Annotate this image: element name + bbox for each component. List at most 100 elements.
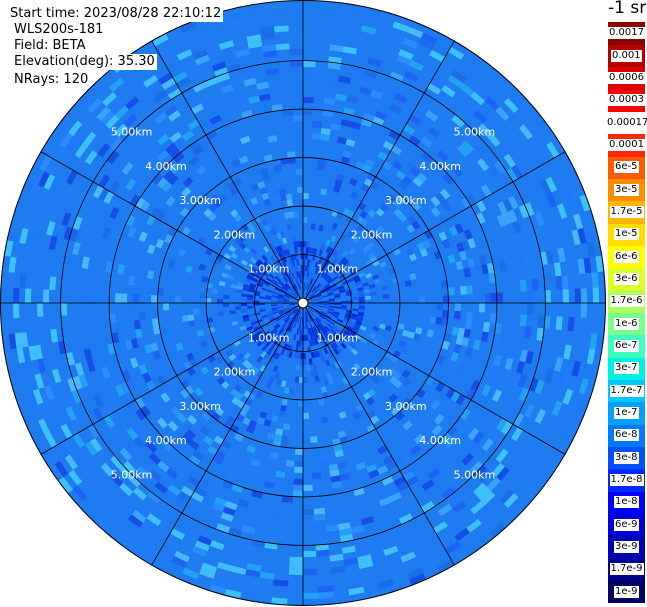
range-gate-cell [126, 303, 134, 313]
range-gate-cell [282, 343, 288, 350]
range-gate-cell [325, 253, 331, 260]
range-gate-cell [433, 413, 445, 425]
range-gate-cell [67, 377, 78, 392]
range-gate-cell [324, 274, 330, 281]
range-gate-cell [372, 116, 385, 126]
range-gate-cell [13, 303, 20, 319]
range-gate-cell [263, 338, 270, 345]
range-gate-cell [526, 303, 534, 315]
range-gate-cell [545, 250, 554, 265]
range-gate-cell [334, 332, 341, 339]
range-gate-cell [358, 308, 365, 313]
range-gate-cell [360, 337, 368, 344]
range-gate-cell [287, 151, 296, 158]
range-gate-cell [278, 281, 284, 287]
range-gate-cell [121, 500, 136, 515]
range-gate-cell [84, 441, 98, 456]
range-gate-cell [324, 284, 330, 289]
range-gate-cell [256, 259, 264, 266]
range-gate-cell [223, 420, 233, 430]
range-gate-cell [167, 259, 176, 269]
range-gate-cell [307, 271, 310, 278]
range-gate-cell [218, 40, 235, 50]
range-gate-cell [372, 376, 381, 385]
range-gate-cell [101, 227, 111, 240]
range-gate-cell [310, 247, 315, 255]
range-gate-cell [457, 327, 465, 338]
range-gate-cell [481, 263, 489, 275]
range-gate-cell [313, 311, 320, 316]
range-gate-cell [230, 187, 239, 196]
range-gate-cell [298, 277, 301, 284]
range-gate-cell [275, 267, 281, 274]
range-gate-cell [256, 370, 263, 378]
range-gate-cell [467, 237, 477, 249]
range-gate-cell [427, 83, 442, 95]
range-gate-cell [75, 362, 85, 376]
range-gate-cell [223, 294, 230, 300]
range-gate-cell [310, 305, 317, 308]
range-gate-cell [278, 310, 285, 314]
range-gate-cell [571, 229, 581, 246]
range-gate-cell [31, 231, 41, 247]
range-gate-cell [19, 273, 27, 289]
range-gate-cell [338, 344, 345, 352]
range-gate-cell [308, 308, 313, 314]
range-gate-cell [503, 493, 519, 509]
range-gate-cell [242, 417, 251, 426]
range-gate-cell [311, 286, 316, 293]
range-gate-cell [288, 288, 294, 294]
range-gate-cell [285, 317, 291, 324]
range-gate-cell [308, 315, 312, 322]
range-gate-cell [254, 338, 262, 345]
range-gate-cell [319, 287, 325, 293]
range-gate-cell [348, 248, 356, 255]
range-gate-cell [328, 270, 335, 277]
range-gate-cell [254, 261, 262, 268]
range-gate-cell [181, 130, 195, 142]
range-gate-cell [562, 388, 574, 405]
range-gate-cell [319, 459, 329, 467]
range-gate-cell [333, 361, 340, 369]
range-gate-cell [301, 311, 303, 317]
range-gate-cell [388, 367, 397, 376]
range-gate-cell [243, 317, 250, 323]
range-gate-cell [266, 432, 276, 440]
range-gate-cell [306, 316, 310, 323]
range-gate-cell [296, 328, 299, 335]
range-gate-cell [193, 81, 207, 93]
range-gate-cell [342, 150, 352, 159]
range-gate-cell [561, 275, 569, 290]
range-gate-cell [154, 112, 168, 125]
range-gate-cell [326, 312, 333, 316]
range-gate-cell [43, 174, 56, 190]
range-gate-cell [436, 303, 443, 311]
range-gate-cell [342, 250, 349, 257]
range-gate-cell [261, 344, 268, 352]
range-gate-cell [276, 284, 282, 289]
range-gate-cell [305, 289, 309, 296]
range-gate-cell [294, 271, 298, 278]
range-gate-cell [125, 214, 136, 227]
range-gate-cell [310, 297, 317, 301]
range-gate-cell [592, 287, 599, 303]
range-gate-cell [236, 285, 244, 291]
range-gate-cell [139, 277, 147, 287]
range-gate-cell [442, 310, 449, 319]
range-gate-cell [291, 307, 297, 312]
range-gate-cell [305, 316, 308, 323]
range-gate-cell [347, 16, 364, 26]
range-gate-cell [257, 332, 265, 339]
range-gate-cell [415, 327, 423, 335]
range-gate-cell [279, 290, 286, 294]
range-gate-cell [308, 247, 312, 254]
range-gate-cell [296, 290, 300, 296]
range-gate-cell [546, 192, 557, 208]
range-gate-cell [562, 185, 574, 202]
range-gate-cell [339, 312, 346, 317]
range-gate-cell [574, 288, 581, 303]
range-gate-cell [303, 484, 313, 491]
range-gate-cell [544, 368, 555, 384]
range-gate-cell [336, 173, 345, 182]
colorbar-tick-label: 0.0003 [608, 94, 645, 107]
